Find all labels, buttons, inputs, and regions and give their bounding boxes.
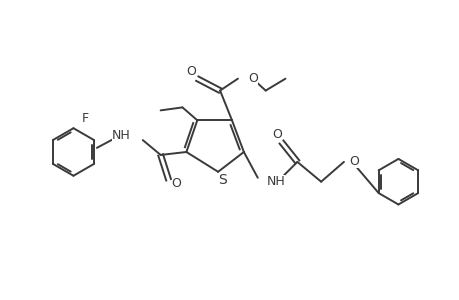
- Text: O: O: [272, 128, 282, 141]
- Text: S: S: [217, 173, 226, 187]
- Text: O: O: [171, 177, 181, 190]
- Text: O: O: [247, 72, 257, 85]
- Text: NH: NH: [112, 129, 131, 142]
- Text: F: F: [81, 112, 88, 125]
- Text: NH: NH: [266, 175, 285, 188]
- Text: O: O: [186, 65, 196, 78]
- Text: O: O: [348, 155, 358, 168]
